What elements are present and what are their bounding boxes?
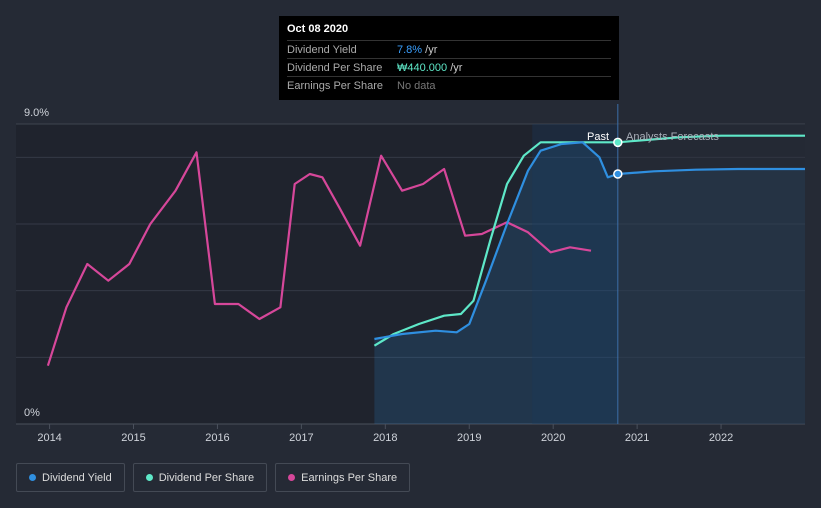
markers	[613, 137, 623, 179]
tooltip-label: Earnings Per Share	[287, 79, 383, 92]
legend-label: Dividend Yield	[42, 471, 112, 484]
tooltip: Oct 08 2020 Dividend Yield 7.8% /yr Divi…	[279, 16, 619, 100]
series-lines	[46, 134, 805, 367]
tooltip-label: Dividend Yield	[287, 43, 357, 56]
x-tick-label: 2021	[625, 432, 649, 444]
x-tick-label: 2016	[205, 432, 229, 444]
forecast-shade	[617, 124, 805, 424]
legend-item-dividend-per-share[interactable]: Dividend Per Share	[132, 463, 268, 492]
tooltip-unit: /yr	[425, 43, 438, 56]
x-tick-label: 2018	[373, 432, 397, 444]
y-tick-top: 9.0%	[24, 107, 49, 119]
legend-label: Dividend Per Share	[158, 471, 255, 484]
dividend-per-share-marker	[613, 137, 623, 148]
x-axis-ticks: 2014 2015 2016 2017 2018 2019 2020 2021 2022	[37, 424, 733, 444]
legend-dot-icon	[288, 474, 296, 481]
past-label: Past	[587, 131, 609, 143]
dividend-yield-line	[374, 141, 805, 341]
x-tick-label: 2020	[541, 432, 565, 444]
legend: Dividend Yield Dividend Per Share Earnin…	[16, 463, 411, 492]
tooltip-row-dividend-per-share: Dividend Per Share ₩440.000 /yr	[287, 58, 611, 76]
legend-dot-icon	[145, 474, 153, 481]
x-tick-label: 2017	[289, 432, 313, 444]
x-tick-label: 2014	[37, 432, 61, 444]
highlight-band	[532, 124, 618, 424]
legend-dot-icon	[29, 474, 36, 481]
legend-label: Earnings Per Share	[301, 471, 398, 484]
tooltip-unit: /yr	[450, 61, 463, 74]
dividend-per-share-line	[373, 134, 805, 347]
x-tick-label: 2019	[457, 432, 481, 444]
x-tick-label: 2015	[121, 432, 145, 444]
legend-item-earnings-per-share[interactable]: Earnings Per Share	[275, 463, 411, 492]
dividend-yield-marker	[613, 169, 623, 179]
tooltip-value: No data	[397, 79, 436, 92]
tooltip-value: ₩440.000	[397, 61, 448, 74]
forecast-region	[617, 104, 805, 424]
y-tick-bottom: 0%	[24, 407, 40, 419]
tooltip-row-earnings-per-share: Earnings Per Share No data	[287, 76, 611, 94]
tooltip-value: 7.8%	[397, 43, 423, 56]
forecast-label: Analysts Forecasts	[626, 131, 719, 143]
tooltip-row-dividend-yield: Dividend Yield 7.8% /yr	[287, 40, 611, 58]
x-tick-label: 2022	[709, 432, 733, 444]
legend-item-dividend-yield[interactable]: Dividend Yield	[16, 463, 125, 492]
tooltip-label: Dividend Per Share	[287, 61, 383, 74]
tooltip-date: Oct 08 2020	[287, 23, 349, 35]
